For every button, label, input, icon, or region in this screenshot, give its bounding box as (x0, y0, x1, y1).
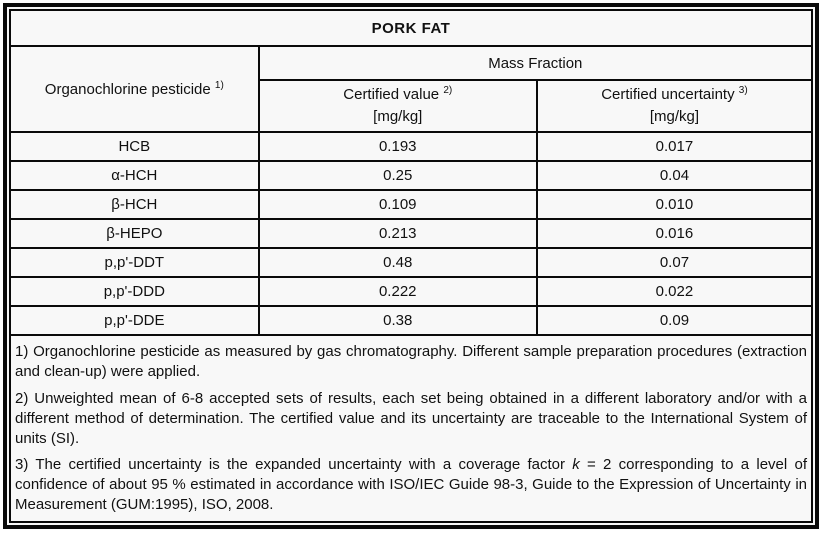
footnote-3-text-after: = 2 corresponding to a level of confiden… (15, 456, 808, 514)
pesticide-name: p,p'-DDD (9, 276, 260, 307)
column-header-certified-uncertainty: Certified uncertainty 3) [mg/kg] (535, 79, 814, 133)
footnote-3: 3) The certified uncertainty is the expa… (15, 455, 807, 515)
certified-value: 0.213 (257, 218, 538, 249)
pesticide-name: β-HEPO (9, 218, 260, 249)
column-group-header-mass-fraction: Mass Fraction (257, 45, 814, 81)
pesticide-name: α-HCH (9, 160, 260, 191)
column-header-pesticide-label: Organochlorine pesticide (44, 80, 211, 98)
certified-value-unit: [mg/kg] (373, 108, 423, 125)
table-row-beta-hch: β-HCH 0.109 0.010 (9, 189, 814, 220)
table-row-hcb: HCB 0.193 0.017 (9, 131, 814, 162)
title-row: PORK FAT (9, 9, 813, 47)
certificate-table-frame: PORK FAT Organochlorine pesticide 1) Mas… (3, 3, 819, 529)
certified-uncertainty: 0.016 (535, 218, 814, 249)
certified-uncertainty: 0.07 (535, 247, 814, 278)
certified-value: 0.193 (257, 131, 538, 162)
group-header-row: Organochlorine pesticide 1) Mass Fractio… (9, 45, 814, 133)
footnote-ref-1: 1) (214, 79, 224, 91)
column-header-pesticide: Organochlorine pesticide 1) (9, 45, 260, 133)
pesticide-name: p,p'-DDE (9, 305, 260, 336)
certified-uncertainty: 0.022 (535, 276, 814, 307)
pesticide-name: β-HCH (9, 189, 260, 220)
page-title: PORK FAT (9, 9, 813, 47)
certified-value-label: Certified value (343, 86, 440, 104)
footnotes-cell: 1) Organochlorine pesticide as measured … (9, 334, 813, 523)
certified-value: 0.38 (257, 305, 538, 336)
column-header-certified-value: Certified value 2) [mg/kg] (257, 79, 538, 133)
certified-uncertainty: 0.010 (535, 189, 814, 220)
footnote-ref-2: 2) (443, 85, 453, 97)
certified-uncertainty-unit: [mg/kg] (649, 108, 700, 125)
pork-fat-table: PORK FAT Organochlorine pesticide 1) Mas… (9, 9, 814, 523)
subheader-row: Certified value 2) [mg/kg] Certified unc… (10, 79, 814, 133)
footnotes-row: 1) Organochlorine pesticide as measured … (9, 334, 813, 523)
table-row-ppdde: p,p'-DDE 0.38 0.09 (9, 305, 814, 336)
pesticide-name: p,p'-DDT (9, 247, 260, 278)
table-row-alpha-hch: α-HCH 0.25 0.04 (9, 160, 814, 191)
certified-value: 0.109 (257, 189, 538, 220)
footnote-2: 2) Unweighted mean of 6-8 accepted sets … (15, 389, 807, 447)
footnote-1: 1) Organochlorine pesticide as measured … (15, 342, 807, 380)
footnote-3-text-before: 3) The certified uncertainty is the expa… (15, 456, 573, 474)
certified-uncertainty: 0.09 (535, 305, 814, 336)
certified-value: 0.48 (257, 247, 538, 278)
footnote-ref-3: 3) (738, 85, 748, 97)
coverage-factor-k-symbol: k (572, 456, 580, 474)
certified-uncertainty-label: Certified uncertainty (601, 86, 735, 104)
table-row-beta-hepo: β-HEPO 0.213 0.016 (9, 218, 814, 249)
certified-value: 0.25 (257, 160, 538, 191)
certified-value: 0.222 (257, 276, 538, 307)
table-row-ppddd: p,p'-DDD 0.222 0.022 (9, 276, 814, 307)
certified-uncertainty: 0.017 (535, 131, 814, 162)
pesticide-name: HCB (9, 131, 260, 162)
table-row-ppddt: p,p'-DDT 0.48 0.07 (9, 247, 814, 278)
certified-uncertainty: 0.04 (535, 160, 814, 191)
